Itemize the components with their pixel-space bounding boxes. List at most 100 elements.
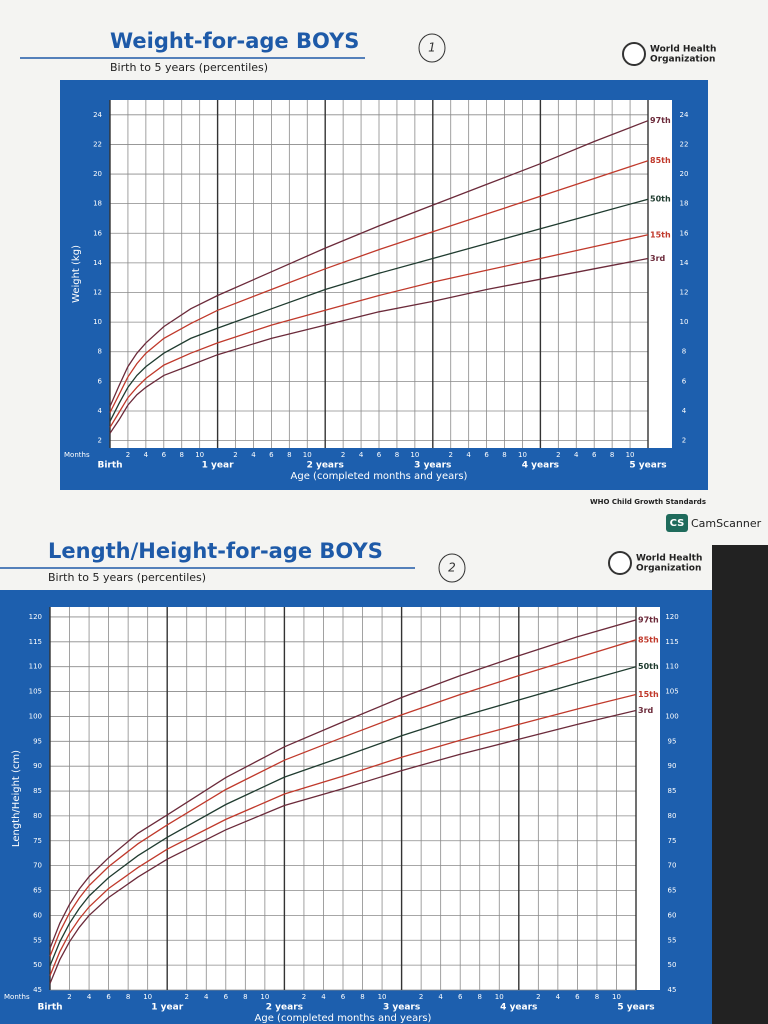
x-tick-label: 6 [592, 451, 597, 459]
scanner-badge: CS [670, 518, 685, 529]
y-tick-label-right: 24 [680, 111, 689, 119]
y-tick-label: 10 [93, 318, 102, 326]
x-year-label: 5 years [629, 461, 666, 471]
y-tick-label-right: 12 [680, 289, 689, 297]
y-tick-label-right: 20 [680, 170, 689, 178]
y-tick-label: 4 [98, 407, 103, 415]
y-tick-label: 120 [29, 613, 42, 621]
x-tick-label: 6 [269, 451, 274, 459]
percentile-line [109, 198, 649, 422]
y-tick-label: 14 [93, 259, 102, 267]
y-tick-label-right: 105 [665, 688, 678, 696]
plot-area [110, 100, 672, 448]
percentile-label: 50th [638, 662, 659, 671]
x-year-label: 2 years [266, 1003, 303, 1013]
chart-subtitle: Birth to 5 years (percentiles) [110, 61, 268, 74]
y-axis-label: Length/Height (cm) [11, 750, 22, 847]
y-tick-label-right: 100 [665, 712, 678, 720]
percentile-line [49, 639, 637, 957]
y-tick-label-right: 22 [680, 140, 689, 148]
x-tick-label: 4 [574, 451, 579, 459]
x-tick-label: 8 [477, 993, 481, 1001]
x-tick-label: 2 [67, 993, 71, 1001]
handwritten-circle [438, 553, 466, 583]
x-year-label: Birth [97, 461, 122, 471]
x-tick-label: 6 [377, 451, 382, 459]
y-tick-label: 55 [33, 936, 42, 944]
x-unit-label: Months [4, 993, 30, 1001]
x-tick-label: 10 [495, 993, 504, 1001]
x-tick-label: 10 [260, 993, 269, 1001]
x-tick-label: 4 [359, 451, 364, 459]
x-tick-label: 10 [378, 993, 387, 1001]
y-tick-label-right: 70 [668, 862, 677, 870]
x-year-label: 5 years [617, 1003, 654, 1013]
x-tick-label: 2 [233, 451, 237, 459]
x-axis-label: Age (completed months and years) [291, 471, 468, 482]
x-year-label: Birth [37, 1003, 62, 1013]
y-tick-label-right: 90 [668, 762, 677, 770]
x-tick-label: 10 [195, 451, 204, 459]
x-tick-label: 2 [184, 993, 188, 1001]
x-tick-label: 2 [556, 451, 560, 459]
y-tick-label-right: 16 [680, 229, 689, 237]
y-tick-label-right: 120 [665, 613, 678, 621]
x-year-label: 1 year [151, 1003, 183, 1013]
x-tick-label: 4 [144, 451, 149, 459]
chart-subtitle: Birth to 5 years (percentiles) [48, 571, 206, 584]
scan-edge [712, 545, 768, 1024]
y-axis-label: Weight (kg) [71, 245, 82, 303]
x-tick-label: 8 [179, 451, 183, 459]
y-tick-label-right: 4 [682, 407, 687, 415]
y-tick-label-right: 14 [680, 259, 689, 267]
x-year-label: 2 years [307, 461, 344, 471]
percentile-label: 85th [650, 156, 671, 165]
y-tick-label-right: 10 [680, 318, 689, 326]
y-tick-label: 70 [33, 862, 42, 870]
x-tick-label: 4 [87, 993, 92, 1001]
x-tick-label: 6 [162, 451, 167, 459]
y-tick-label-right: 60 [668, 911, 677, 919]
percentile-line [49, 693, 637, 976]
y-tick-label-right: 80 [668, 812, 677, 820]
x-tick-label: 2 [448, 451, 452, 459]
percentile-label: 97th [638, 615, 659, 624]
y-tick-label-right: 115 [665, 638, 678, 646]
scanner-badge-box [666, 514, 688, 532]
y-tick-label: 6 [98, 377, 103, 385]
x-tick-label: 4 [438, 993, 443, 1001]
x-year-label: 1 year [202, 461, 234, 471]
y-tick-label-right: 8 [682, 348, 686, 356]
y-tick-label-right: 75 [668, 837, 677, 845]
percentile-label: 3rd [638, 706, 654, 715]
handwritten-number: 2 [448, 561, 456, 575]
x-year-label: 3 years [383, 1003, 420, 1013]
y-tick-label: 100 [29, 712, 42, 720]
y-tick-label: 75 [33, 837, 42, 845]
percentile-label: 15th [638, 690, 659, 699]
percentile-line [49, 666, 637, 966]
x-unit-label: Months [64, 451, 90, 459]
y-tick-label-right: 45 [668, 986, 677, 994]
logo-text: Organization [636, 564, 701, 574]
x-tick-label: 6 [575, 993, 580, 1001]
y-tick-label: 2 [98, 437, 102, 445]
x-tick-label: 10 [626, 451, 635, 459]
x-year-label: 4 years [522, 461, 559, 471]
percentile-label: 97th [650, 116, 671, 125]
logo-text: World Health [650, 45, 716, 55]
x-tick-label: 10 [143, 993, 152, 1001]
y-tick-label-right: 95 [668, 737, 677, 745]
x-tick-label: 8 [126, 993, 130, 1001]
x-tick-label: 8 [360, 993, 364, 1001]
x-tick-label: 2 [419, 993, 423, 1001]
x-tick-label: 8 [502, 451, 506, 459]
x-tick-label: 4 [321, 993, 326, 1001]
y-tick-label: 110 [29, 663, 42, 671]
percentile-label: 50th [650, 195, 671, 204]
y-tick-label-right: 110 [665, 663, 678, 671]
x-tick-label: 10 [410, 451, 419, 459]
y-tick-label-right: 85 [668, 787, 677, 795]
y-tick-label: 8 [98, 348, 102, 356]
